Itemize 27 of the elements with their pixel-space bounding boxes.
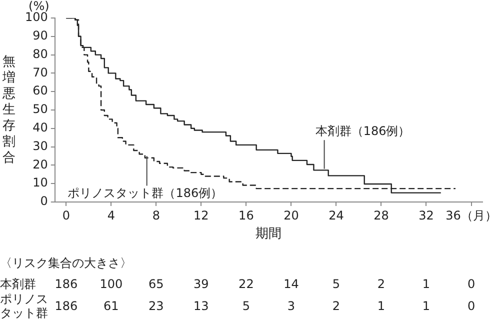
y-tick-label: 30: [32, 138, 48, 153]
y-tick-label: 50: [32, 102, 48, 116]
y-axis-title: 無増悪生存割合: [2, 54, 16, 166]
x-tick-label: 8: [152, 208, 160, 222]
y-tick-label: 10: [32, 176, 48, 190]
x-axis-title: 期間: [256, 226, 282, 242]
y-tick-label: 40: [32, 120, 48, 135]
series-label: 本剤群（186例）: [315, 124, 410, 138]
y-tick-label: 60: [32, 84, 48, 98]
y-tick-label: 0: [40, 194, 48, 208]
text: (%): [28, 0, 50, 14]
text: 〈リスク集合の大きさ〉: [0, 256, 132, 270]
text: 本剤群 186 100 65 39 22 14 5 2 1 0: [0, 277, 476, 292]
y-tick-label: 90: [32, 28, 48, 43]
x-tick-label: 32: [418, 208, 434, 222]
x-tick-label: 16: [238, 208, 254, 222]
series-label: ポリノスタット群（186例）: [68, 186, 223, 200]
x-tick-label: 36（月）: [446, 208, 497, 222]
x-tick-label: 20: [284, 208, 299, 222]
x-tick-label: 24: [328, 208, 344, 222]
x-tick-label: 0: [62, 208, 70, 222]
y-tick-label: 20: [32, 157, 48, 172]
x-tick-label: 28: [374, 208, 389, 222]
x-tick-label: 4: [107, 208, 115, 222]
x-tick-label: 12: [194, 208, 209, 222]
y-tick-label: 80: [32, 46, 48, 61]
y-tick-label: 70: [32, 65, 48, 80]
